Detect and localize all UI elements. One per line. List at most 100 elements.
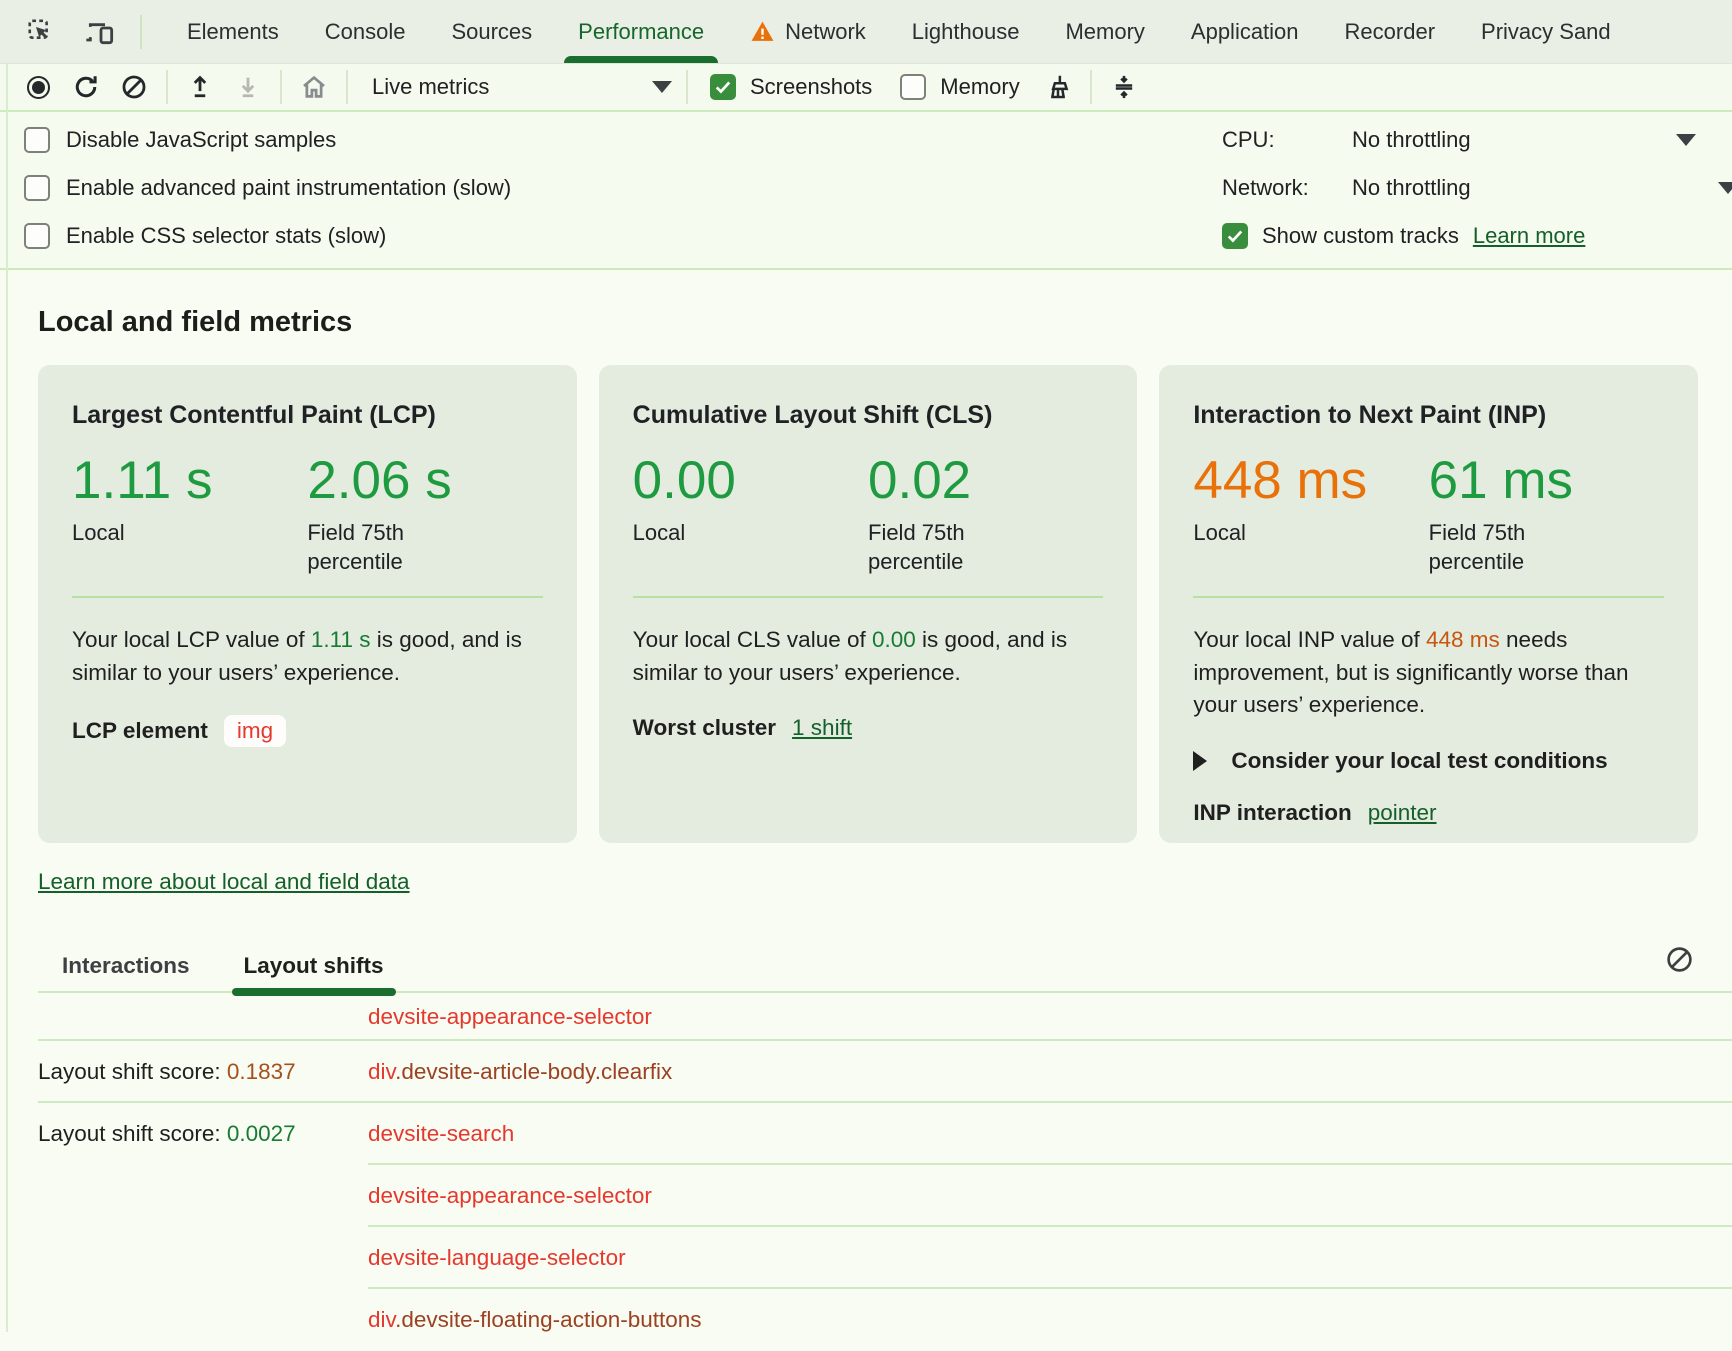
advanced-paint-checkbox[interactable] (24, 175, 50, 201)
screenshots-option: Screenshots (710, 74, 872, 100)
chevron-down-icon (1676, 134, 1696, 146)
inp-card: Interaction to Next Paint (INP) 448 ms L… (1159, 365, 1699, 843)
cpu-value: No throttling (1352, 127, 1471, 152)
performance-toolbar: Live metrics Screenshots Memory (0, 64, 1732, 112)
inp-interaction-link[interactable]: pointer (1367, 800, 1437, 826)
cls-title: Cumulative Layout Shift (CLS) (632, 401, 993, 429)
network-label: Network: (1222, 175, 1309, 200)
collapse-expand-button[interactable] (1107, 70, 1141, 104)
live-metrics-view: Local and field metrics Largest Contentf… (0, 306, 1732, 1351)
cls-local-value: 0.00 (632, 451, 736, 510)
home-icon[interactable] (297, 70, 331, 104)
tab-privacy-sand[interactable]: Privacy Sand (1458, 0, 1634, 63)
layout-shift-row: devsite-language-selector (38, 1227, 1732, 1289)
cpu-throttling-select[interactable]: CPU: No throttling (1222, 116, 1702, 164)
inp-field-label: Field 75th percentile (1428, 520, 1526, 574)
clear-recording-button[interactable] (117, 70, 151, 104)
memory-option: Memory (900, 74, 1020, 100)
screenshots-checkbox[interactable] (710, 74, 736, 100)
lcp-local-value: 1.11 s (72, 451, 213, 510)
cls-worst-cluster-link[interactable]: 1 shift (792, 715, 853, 741)
tab-console[interactable]: Console (302, 0, 429, 63)
network-throttling-select[interactable]: Network: No throttling (1222, 164, 1732, 212)
css-selector-stats-option: Enable CSS selector stats (slow) (24, 212, 511, 260)
cls-worst-cluster-label: Worst cluster (632, 715, 777, 741)
inp-field-value: 61 ms (1428, 451, 1573, 510)
devtools-tabs: Elements Console Sources Performance Net… (164, 0, 1634, 63)
divider (686, 70, 688, 104)
network-value: No throttling (1352, 175, 1471, 200)
tab-label: Memory (1065, 18, 1145, 44)
element-link[interactable]: devsite-appearance-selector (368, 1183, 652, 1209)
tab-application[interactable]: Application (1168, 0, 1322, 63)
warning-triangle-icon (750, 19, 775, 44)
advanced-paint-label: Enable advanced paint instrumentation (s… (66, 175, 512, 200)
inp-local-label: Local (1193, 520, 1246, 545)
metric-cards: Largest Contentful Paint (LCP) 1.11 s Lo… (38, 365, 1699, 843)
inspect-cursor-icon[interactable] (24, 15, 58, 49)
tab-label: Application (1190, 18, 1299, 44)
gc-brush-icon[interactable] (1041, 70, 1075, 104)
layout-shift-score: Layout shift score: 0.0027 (38, 1121, 296, 1146)
custom-tracks-learn-more-link[interactable]: Learn more (1472, 223, 1586, 248)
cpu-label: CPU: (1222, 127, 1275, 152)
logs-section: Interactions Layout shifts devsite-appea… (38, 947, 1732, 1351)
element-tag: div (368, 1059, 396, 1084)
layout-shift-row: devsite-appearance-selector (38, 1165, 1732, 1227)
device-toolbar-icon[interactable] (82, 15, 116, 49)
tab-label: Sources (451, 18, 533, 44)
cls-local-label: Local (632, 520, 686, 545)
record-button[interactable] (21, 70, 55, 104)
layout-shift-row: Layout shift score: 0.0027 devsite-searc… (38, 1103, 1732, 1165)
tab-interactions[interactable]: Interactions (62, 953, 190, 978)
cls-description: Your local CLS value of 0.00 is good, an… (632, 627, 1068, 685)
tab-layout-shifts[interactable]: Layout shifts (231, 953, 396, 996)
tab-recorder[interactable]: Recorder (1322, 0, 1458, 63)
logs-tabs: Interactions Layout shifts (38, 947, 1732, 996)
disable-js-samples-checkbox[interactable] (24, 127, 50, 153)
css-selector-stats-checkbox[interactable] (24, 223, 50, 249)
lcp-local-label: Local (72, 520, 125, 545)
memory-label: Memory (940, 74, 1020, 99)
layout-shift-row: Layout shift score: 0.1837 div.devsite-a… (38, 1041, 1732, 1103)
panel-mode-select[interactable]: Live metrics (372, 74, 672, 100)
download-profile-button[interactable] (231, 70, 265, 104)
element-link[interactable]: div.devsite-article-body.clearfix (368, 1059, 672, 1085)
disable-js-samples-option: Disable JavaScript samples (24, 116, 511, 164)
element-link[interactable]: devsite-search (368, 1121, 514, 1147)
layout-shifts-list: devsite-appearance-selector Layout shift… (38, 993, 1732, 1351)
show-custom-tracks-checkbox[interactable] (1222, 223, 1248, 249)
cls-field-label: Field 75th percentile (868, 520, 965, 574)
tab-network[interactable]: Network (727, 0, 889, 63)
capture-settings-left: Disable JavaScript samples Enable advanc… (0, 116, 511, 260)
field-data-learn-more-link[interactable]: Learn more about local and field data (38, 869, 410, 894)
tab-performance[interactable]: Performance (555, 0, 727, 63)
element-link[interactable]: div.devsite-floating-action-buttons (368, 1307, 702, 1333)
memory-checkbox[interactable] (900, 74, 927, 100)
reload-button[interactable] (69, 70, 103, 104)
tab-label: Recorder (1344, 18, 1436, 44)
inp-consider-label: Consider your local test conditions (1231, 748, 1608, 774)
lcp-field-value: 2.06 s (307, 451, 452, 510)
lcp-element-chip[interactable]: img (223, 715, 287, 748)
tabbar-icons (0, 0, 164, 63)
section-heading: Local and field metrics (38, 306, 353, 338)
element-link[interactable]: devsite-appearance-selector (368, 1004, 652, 1030)
tab-elements[interactable]: Elements (164, 0, 302, 63)
tab-lighthouse[interactable]: Lighthouse (889, 0, 1043, 63)
lcp-element-label: LCP element (72, 718, 208, 744)
upload-profile-button[interactable] (183, 70, 217, 104)
tab-sources[interactable]: Sources (428, 0, 555, 63)
lcp-field-label: Field 75th percentile (307, 520, 404, 574)
divider (346, 70, 348, 104)
tab-label: Network (785, 18, 866, 44)
tab-memory[interactable]: Memory (1042, 0, 1167, 63)
tab-label: Lighthouse (911, 18, 1020, 44)
divider (1089, 70, 1092, 104)
element-tag: devsite-search (368, 1121, 515, 1146)
element-link[interactable]: devsite-language-selector (368, 1245, 626, 1271)
clear-log-button[interactable] (1665, 945, 1694, 974)
divider (280, 70, 282, 104)
inp-consider-row[interactable]: Consider your local test conditions (1193, 748, 1664, 774)
element-classes: .devsite-article-body.clearfix (395, 1059, 673, 1084)
